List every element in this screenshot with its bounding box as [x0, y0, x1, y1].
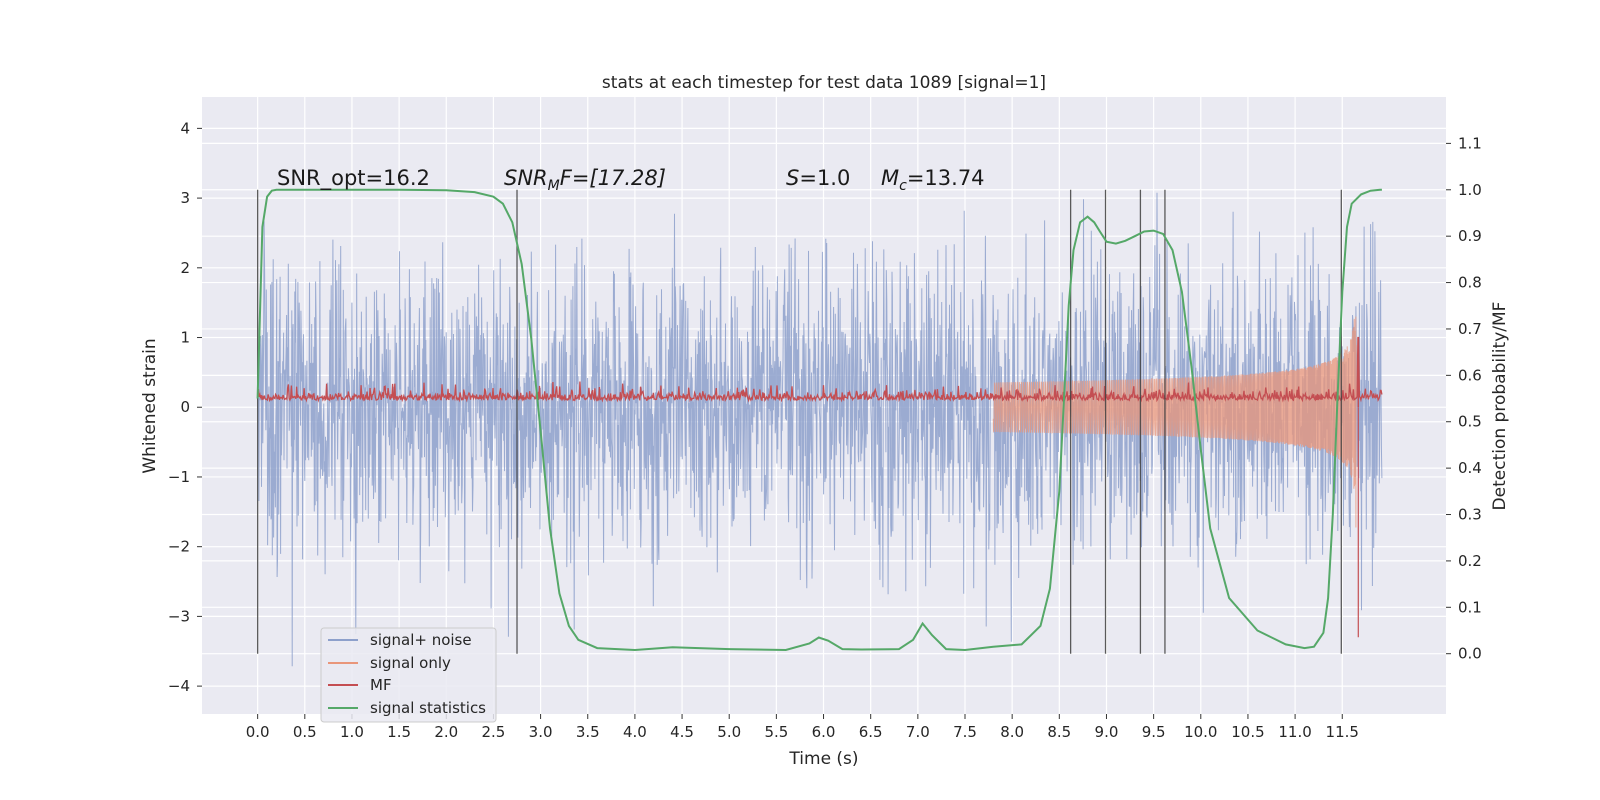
y2-tick-label: 0.0	[1458, 645, 1482, 663]
annotation-mc: Mc=13.74	[881, 166, 985, 194]
x-tick-label: 6.5	[859, 723, 883, 741]
annotation-snr-mf: SNRMF=[17.28]	[504, 166, 666, 194]
x-tick-label: 4.5	[670, 723, 694, 741]
y2-axis-label: Detection probability/MF	[1490, 302, 1510, 511]
y-tick-label: −2	[168, 538, 190, 556]
y2-tick-label: 0.1	[1458, 598, 1482, 616]
x-tick-label: 0.5	[293, 723, 317, 741]
chart-title: stats at each timestep for test data 108…	[602, 73, 1046, 93]
x-tick-label: 9.0	[1095, 723, 1119, 741]
x-tick-label: 3.0	[529, 723, 553, 741]
legend: signal+ noise signal only MF signal stat…	[320, 627, 497, 723]
y-tick-label: 4	[180, 119, 190, 137]
y-axis-right: 1.1 1.0 0.9 0.8 0.7 0.6 0.5 0.4 0.3 0.2 0.1 0.0	[1446, 134, 1482, 663]
y-axis-left: 4 3 2 1 0 −1 −2 −3 −4	[168, 119, 202, 695]
x-tick-label: 4.0	[623, 723, 647, 741]
x-tick-label: 2.5	[482, 723, 506, 741]
x-tick-label: 10.5	[1231, 723, 1264, 741]
legend-label-signal-statistics: signal statistics	[370, 699, 486, 717]
x-tick-label: 9.5	[1142, 723, 1166, 741]
y-tick-label: 2	[180, 259, 190, 277]
annotation-s: S=1.0	[786, 166, 850, 190]
y-tick-label: −4	[168, 677, 190, 695]
snr-mf-main: SNR	[504, 166, 548, 190]
legend-label-signal-only: signal only	[370, 654, 451, 672]
x-tick-label: 2.0	[434, 723, 458, 741]
mc-sub: c	[899, 178, 907, 194]
x-tick-label: 8.0	[1000, 723, 1024, 741]
x-tick-label: 7.5	[953, 723, 977, 741]
series-signal-only	[992, 316, 1357, 528]
series-signal-statistics	[256, 188, 1382, 652]
y2-tick-label: 0.8	[1458, 274, 1482, 292]
y2-tick-label: 0.2	[1458, 552, 1482, 570]
snr-mf-sub: M	[548, 178, 560, 194]
mc-rest: =13.74	[907, 166, 985, 190]
x-axis: 0.0 0.5 1.0 1.5 2.0 2.5 3.0 3.5 4.0 4.5 5.0 5.5 6.0 6…	[246, 714, 1359, 741]
series-signal-noise	[257, 192, 1383, 667]
snr-mf-rest: F=[17.28]	[560, 166, 666, 190]
legend-box	[320, 627, 497, 723]
y-tick-label: −3	[168, 607, 190, 625]
x-tick-label: 10.0	[1184, 723, 1217, 741]
y2-tick-label: 0.5	[1458, 413, 1482, 431]
y-tick-label: 0	[180, 398, 190, 416]
y2-tick-label: 0.3	[1458, 506, 1482, 524]
y-tick-label: 1	[180, 329, 190, 347]
x-tick-label: 3.5	[576, 723, 600, 741]
x-tick-label: 6.0	[812, 723, 836, 741]
x-tick-label: 11.5	[1326, 723, 1359, 741]
y2-tick-label: 0.4	[1458, 459, 1482, 477]
s-main: S	[786, 166, 799, 190]
x-tick-label: 11.0	[1278, 723, 1311, 741]
s-rest: =1.0	[799, 166, 850, 190]
y2-tick-label: 0.7	[1458, 320, 1482, 338]
mc-main: M	[881, 166, 899, 190]
annotation-snr-opt: SNR_opt=16.2	[277, 166, 430, 191]
x-tick-label: 0.0	[246, 723, 270, 741]
y-axis-label: Whitened strain	[140, 338, 160, 473]
annotations: SNR_opt=16.2 SNRMF=[17.28] S=1.0 Mc=13.7…	[277, 166, 985, 194]
plot-layer	[256, 188, 1383, 667]
x-tick-label: 5.5	[764, 723, 788, 741]
x-tick-label: 8.5	[1047, 723, 1071, 741]
y-tick-label: −1	[168, 468, 190, 486]
y2-tick-label: 1.1	[1458, 134, 1482, 152]
legend-label-signal-noise: signal+ noise	[370, 631, 472, 649]
legend-label-mf: MF	[370, 676, 392, 694]
y2-tick-label: 0.6	[1458, 366, 1482, 384]
x-tick-label: 7.0	[906, 723, 930, 741]
y-tick-label: 3	[180, 189, 190, 207]
x-axis-label: Time (s)	[788, 749, 858, 769]
x-tick-label: 1.5	[387, 723, 411, 741]
x-tick-label: 5.0	[717, 723, 741, 741]
x-tick-label: 1.0	[340, 723, 364, 741]
y2-tick-label: 1.0	[1458, 181, 1482, 199]
y2-tick-label: 0.9	[1458, 227, 1482, 245]
